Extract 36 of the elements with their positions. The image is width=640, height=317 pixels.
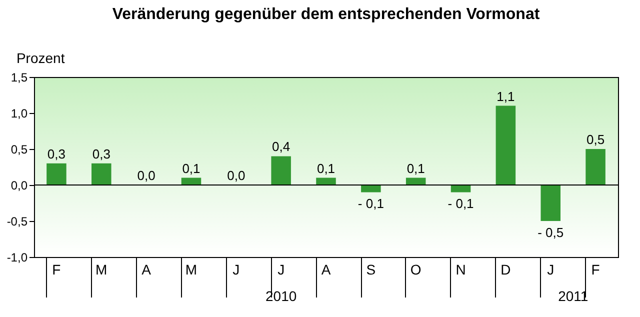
- x-tick-label: J: [232, 262, 240, 278]
- data-label: - 0,5: [538, 225, 564, 240]
- x-tick-label: J: [547, 262, 554, 278]
- y-tick-label: 1,5: [10, 70, 28, 84]
- x-tick-label: A: [142, 262, 152, 278]
- y-tick-label: 1,0: [10, 106, 28, 120]
- x-tick-label: M: [185, 262, 198, 278]
- text: 2011: [558, 288, 588, 304]
- y-tick-label: -1,0: [6, 250, 28, 264]
- data-label: - 0,1: [358, 196, 384, 212]
- chart-title: Veränderung gegenüber dem entsprechenden Vormonat: [112, 6, 540, 23]
- data-label: 0,4: [272, 139, 290, 154]
- data-label: 0,1: [406, 160, 425, 176]
- y-tick-label: -0,5: [6, 214, 28, 228]
- y-tick-label: 0,5: [10, 142, 28, 156]
- x-tick-label: S: [366, 262, 376, 278]
- text: 2010: [266, 288, 297, 304]
- x-tick-label: F: [591, 262, 600, 278]
- data-label: 1,1: [496, 88, 515, 104]
- x-tick-label: F: [52, 262, 61, 278]
- data-label: 0,3: [92, 146, 110, 162]
- x-tick-label: N: [456, 262, 466, 278]
- data-label: 0,3: [47, 146, 66, 162]
- data-label: - 0,1: [448, 196, 474, 212]
- x-tick-label: D: [500, 262, 511, 278]
- data-label: 0,1: [316, 160, 336, 176]
- y-tick-label: 0,0: [10, 178, 28, 192]
- data-label: 0,0: [227, 168, 246, 183]
- data-label: 0,0: [137, 168, 156, 183]
- x-tick-label: J: [278, 262, 285, 278]
- data-label: 0,1: [182, 160, 200, 176]
- x-tick-label: M: [96, 262, 108, 278]
- x-tick-label: O: [410, 262, 422, 278]
- data-label: 0,5: [586, 132, 605, 147]
- x-tick-label: A: [321, 262, 332, 278]
- y-axis-title: Prozent: [16, 50, 65, 66]
